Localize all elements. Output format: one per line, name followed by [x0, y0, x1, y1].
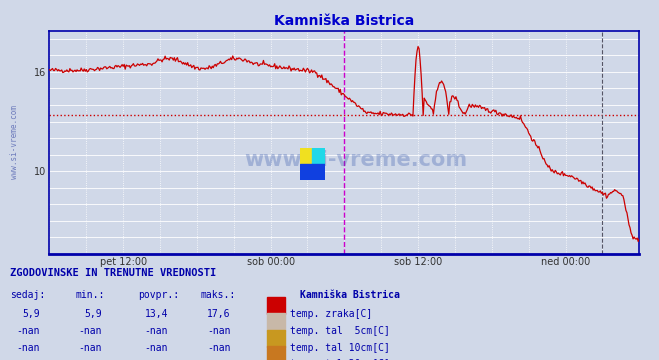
- Bar: [267, 297, 285, 314]
- Bar: [300, 164, 312, 180]
- Text: temp. zraka[C]: temp. zraka[C]: [290, 310, 372, 319]
- Text: 13,4: 13,4: [144, 310, 168, 319]
- Text: temp. tal 10cm[C]: temp. tal 10cm[C]: [290, 342, 390, 352]
- Text: sedaj:: sedaj:: [10, 290, 45, 300]
- Title: Kamniška Bistrica: Kamniška Bistrica: [274, 14, 415, 28]
- Text: 5,9: 5,9: [84, 310, 102, 319]
- Text: -nan: -nan: [78, 326, 102, 336]
- Bar: [267, 346, 285, 360]
- Text: 5,9: 5,9: [22, 310, 40, 319]
- Bar: [267, 330, 285, 347]
- Text: www.si-vreme.com: www.si-vreme.com: [9, 105, 18, 179]
- Text: -nan: -nan: [144, 359, 168, 360]
- Text: -nan: -nan: [78, 359, 102, 360]
- Text: -nan: -nan: [16, 359, 40, 360]
- Text: temp. tal 20cm[C]: temp. tal 20cm[C]: [290, 359, 390, 360]
- Text: -nan: -nan: [207, 359, 231, 360]
- Text: temp. tal  5cm[C]: temp. tal 5cm[C]: [290, 326, 390, 336]
- Text: -nan: -nan: [207, 326, 231, 336]
- Text: -nan: -nan: [16, 326, 40, 336]
- Text: min.:: min.:: [76, 290, 105, 300]
- Text: povpr.:: povpr.:: [138, 290, 179, 300]
- Bar: [312, 164, 325, 180]
- Bar: [312, 148, 325, 164]
- Bar: [300, 148, 312, 164]
- Bar: [267, 313, 285, 331]
- Text: -nan: -nan: [78, 342, 102, 352]
- Text: -nan: -nan: [144, 342, 168, 352]
- Text: maks.:: maks.:: [201, 290, 236, 300]
- Text: 17,6: 17,6: [207, 310, 231, 319]
- Text: -nan: -nan: [144, 326, 168, 336]
- Text: www.si-vreme.com: www.si-vreme.com: [244, 150, 467, 170]
- Text: -nan: -nan: [16, 342, 40, 352]
- Text: Kamniška Bistrica: Kamniška Bistrica: [300, 290, 400, 300]
- Text: ZGODOVINSKE IN TRENUTNE VREDNOSTI: ZGODOVINSKE IN TRENUTNE VREDNOSTI: [10, 268, 216, 278]
- Text: -nan: -nan: [207, 342, 231, 352]
